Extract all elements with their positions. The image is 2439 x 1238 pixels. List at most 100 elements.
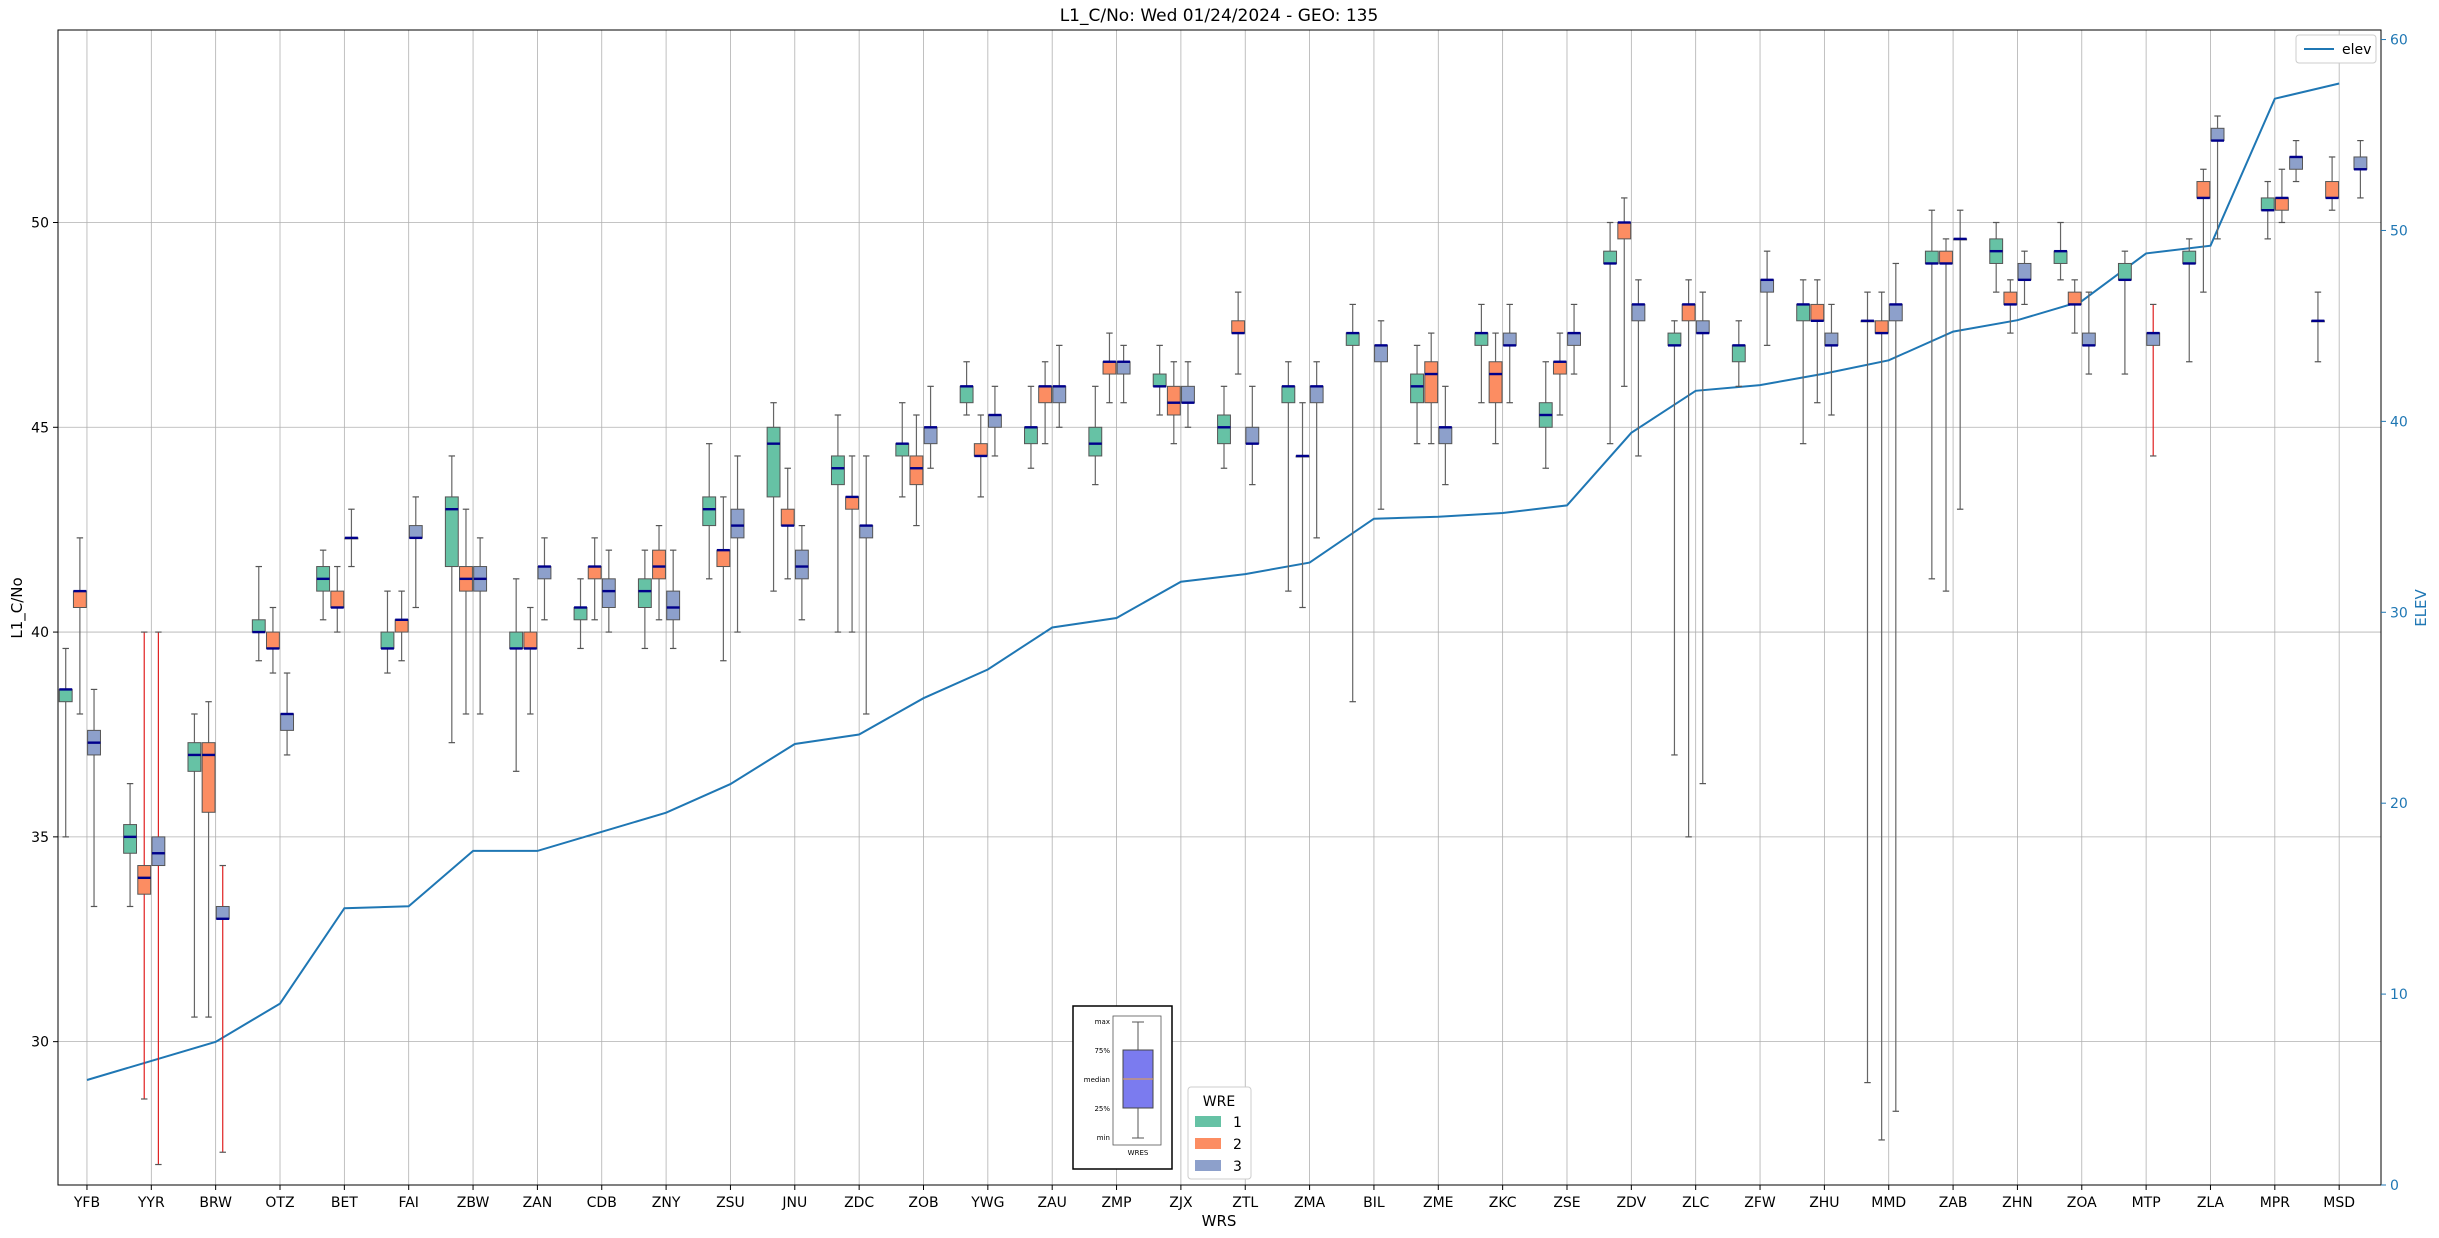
box-body [1309, 385, 1324, 404]
y-right-tick-label: 0 [2390, 1178, 2399, 1194]
box-body [2003, 291, 2018, 305]
inset-label-wres: WRES [1128, 1149, 1149, 1157]
box-body [702, 496, 717, 527]
wre-legend-label-2: 2 [1233, 1137, 1242, 1153]
box-body [1424, 361, 1439, 404]
box-body [1824, 332, 1839, 346]
x-tick-label: JNU [781, 1195, 807, 1211]
box-body [444, 496, 459, 568]
x-tick-label: ZME [1423, 1195, 1454, 1211]
box-body [2117, 262, 2132, 281]
box-body [1024, 426, 1038, 445]
wre-legend-swatch-1 [1195, 1116, 1221, 1127]
x-tick-label: MSD [2323, 1195, 2355, 1211]
y-axis-ticks: 30 35 40 45 50 [31, 216, 58, 1051]
box-body [716, 549, 731, 568]
x-tick-label: MMD [1871, 1195, 1906, 1211]
box-body [137, 865, 152, 895]
x-axis-ticks: YFB YYR BRW OTZ BET FAI ZBW ZAN CDB ZNY ZSU JNU ZDC Z… [73, 1185, 2355, 1211]
x-tick-label: CDB [587, 1195, 617, 1211]
box-body [201, 742, 216, 813]
box-body [587, 566, 602, 580]
box-body [1052, 385, 1067, 404]
x-tick-label: BET [331, 1195, 358, 1211]
box-body [151, 836, 166, 867]
x-tick-label: BIL [1363, 1195, 1385, 1211]
box-body [1281, 385, 1296, 404]
x-tick-label: YFB [73, 1195, 100, 1211]
box-body [923, 426, 938, 445]
box-body [652, 549, 666, 580]
box-body [394, 619, 409, 633]
box-body [959, 385, 974, 404]
x-tick-label: OTZ [265, 1195, 294, 1211]
box-body [2289, 156, 2303, 170]
box-body [215, 905, 230, 920]
box-body [1102, 361, 1117, 375]
x-tick-label: ZMP [1101, 1195, 1131, 1211]
box-body [895, 443, 910, 457]
box-body [987, 414, 1002, 428]
box-body [1231, 320, 1246, 334]
inset-label-max: max [1095, 1018, 1110, 1026]
x-tick-label: ZSU [716, 1195, 745, 1211]
x-tick-label: ZNY [652, 1195, 681, 1211]
box-body [1939, 250, 1953, 264]
box-body [2053, 250, 2068, 264]
x-tick-label: ZSE [1553, 1195, 1580, 1211]
x-tick-label: ZAB [1939, 1195, 1968, 1211]
y-tick-label: 35 [31, 830, 49, 846]
elev-legend-label: elev [2342, 42, 2371, 58]
elev-series [86, 82, 2340, 1081]
y-right-tick-label: 40 [2390, 414, 2408, 430]
box-body [380, 631, 395, 649]
box-body [1438, 426, 1453, 445]
box-body [1695, 320, 1710, 334]
box-body [2017, 262, 2032, 281]
box-body [330, 590, 345, 608]
y-tick-label: 45 [31, 420, 49, 436]
box-body [1888, 303, 1903, 322]
y-right-tick-label: 20 [2390, 796, 2408, 812]
box-body [909, 455, 924, 486]
box-body [637, 578, 652, 608]
x-tick-label: ZBW [457, 1195, 490, 1211]
box-body [251, 619, 266, 633]
inset-label-min: min [1097, 1134, 1110, 1142]
wre-legend: WRE 1 2 3 [1187, 1086, 1252, 1180]
box-body [408, 525, 423, 539]
box-body [666, 590, 681, 621]
box-body [830, 455, 845, 486]
box-body [2146, 332, 2161, 346]
box-body [1502, 332, 1517, 346]
wre-legend-swatch-2 [1195, 1138, 1221, 1149]
box-body [1796, 303, 1811, 322]
box-body [1681, 303, 1696, 322]
x-tick-label: MTP [2132, 1195, 2161, 1211]
inset-axes [1112, 1015, 1162, 1146]
x-tick-label: ZLC [1682, 1195, 1709, 1211]
box-body [123, 824, 138, 854]
box-body [1603, 250, 1618, 264]
box-body [730, 508, 745, 539]
box-body [1810, 303, 1825, 322]
box-body [601, 578, 616, 608]
x-tick-label: ZAU [1037, 1195, 1066, 1211]
box-body [1217, 414, 1231, 445]
box-body [2325, 181, 2340, 199]
box-body [2260, 197, 2275, 211]
box-body [1731, 344, 1746, 363]
x-tick-label: ZFW [1744, 1195, 1776, 1211]
x-tick-label: ZLA [2197, 1195, 2225, 1211]
box-body [794, 549, 809, 580]
box-body [72, 590, 87, 608]
x-tick-label: ZDC [844, 1195, 874, 1211]
x-tick-label: ZOB [908, 1195, 938, 1211]
box-body [766, 426, 781, 498]
box-plots [58, 115, 2368, 1166]
y-right-axis-label: ELEV [2412, 588, 2430, 626]
y-axis-label: L1_C/No [8, 577, 27, 638]
elev-legend-frame [2295, 34, 2377, 64]
box-body [1374, 344, 1388, 363]
y-right-tick-label: 30 [2390, 605, 2408, 621]
